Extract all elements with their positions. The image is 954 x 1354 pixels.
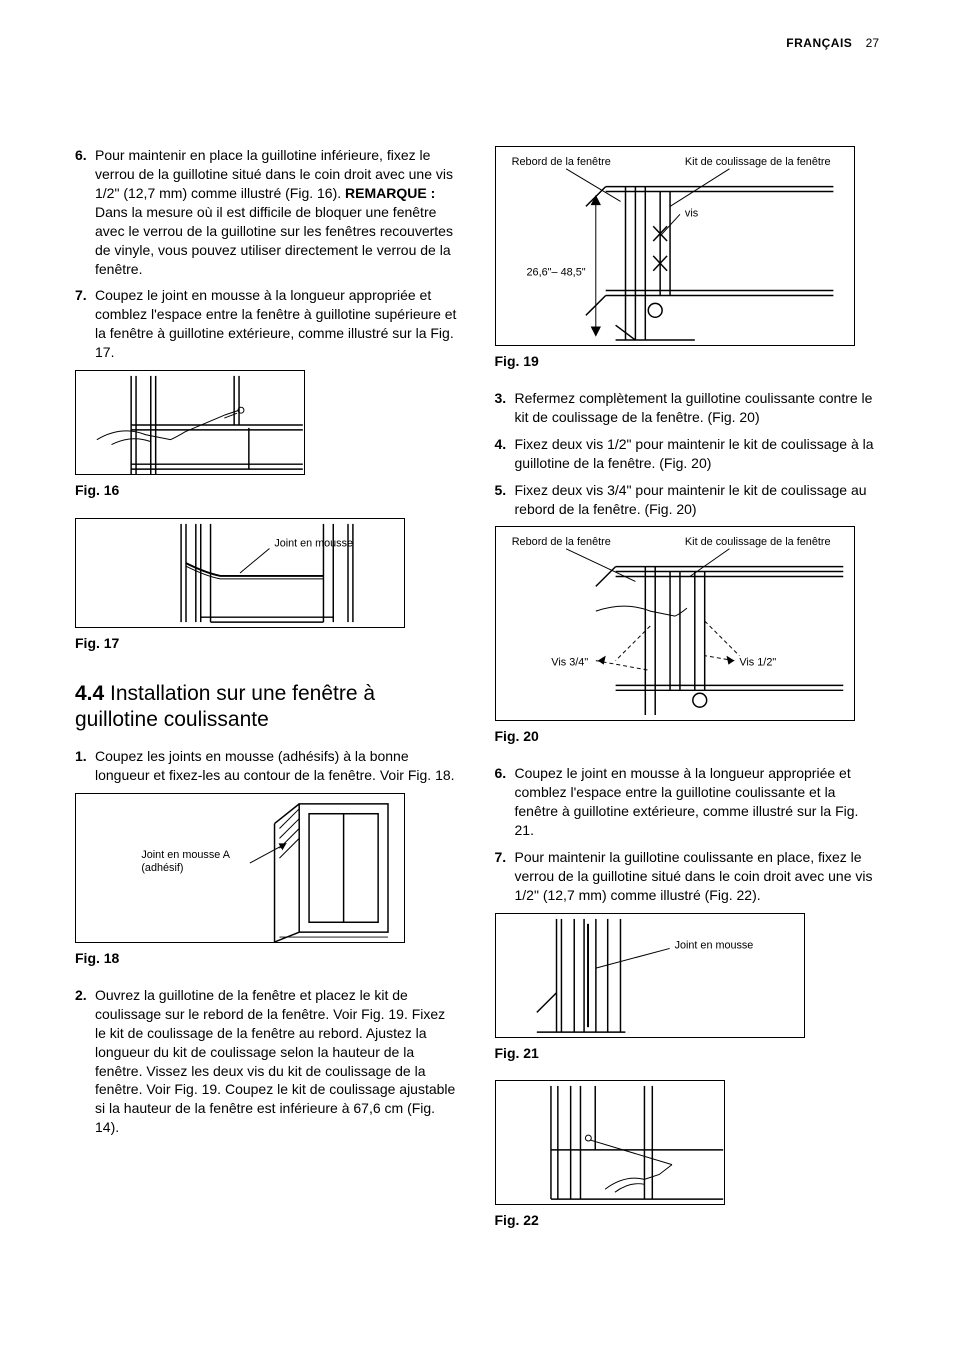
item-number: 6. (495, 764, 515, 840)
list-item: 3. Refermez complètement la guillotine c… (495, 389, 880, 427)
section-heading: 4.4 Installation sur une fenêtre à guill… (75, 681, 460, 734)
two-column-layout: 6. Pour maintenir en place la guillotine… (75, 146, 879, 1230)
figure-17-caption: Fig. 17 (75, 634, 460, 653)
figure-20-svg: Rebord de la fenêtre Kit de coulissage d… (495, 526, 855, 721)
item-text: Ouvrez la guillotine de la fenêtre et pl… (95, 986, 460, 1137)
item-number: 7. (75, 286, 95, 362)
right-list-2: 6. Coupez le joint en mousse à la longue… (495, 764, 880, 904)
item-number: 6. (75, 146, 95, 278)
figure-19-caption: Fig. 19 (495, 352, 880, 371)
figure-20-caption: Fig. 20 (495, 727, 880, 746)
right-column: Rebord de la fenêtre Kit de coulissage d… (495, 146, 880, 1230)
figure-22-svg (495, 1080, 725, 1205)
right-list-1: 3. Refermez complètement la guillotine c… (495, 389, 880, 518)
continuation-list: 6. Pour maintenir en place la guillotine… (75, 146, 460, 362)
list-item: 6. Pour maintenir en place la guillotine… (75, 146, 460, 278)
section-list: 1. Coupez les joints en mousse (adhésifs… (75, 747, 460, 785)
fig19-label-rebord: Rebord de la fenêtre (511, 156, 610, 168)
figure-22: Fig. 22 (495, 1080, 880, 1230)
item-number: 4. (495, 435, 515, 473)
figure-20: Rebord de la fenêtre Kit de coulissage d… (495, 526, 880, 746)
item-number: 7. (495, 848, 515, 905)
left-column: 6. Pour maintenir en place la guillotine… (75, 146, 460, 1230)
figure-16: Fig. 16 (75, 370, 460, 500)
figure-21-caption: Fig. 21 (495, 1044, 880, 1063)
item-text: Fixez deux vis 3/4" pour maintenir le ki… (515, 481, 880, 519)
item-number: 1. (75, 747, 95, 785)
page-header: FRANÇAIS 27 (75, 35, 879, 51)
fig19-label-kit: Kit de coulissage de la fenêtre (684, 156, 830, 168)
header-lang: FRANÇAIS (786, 36, 852, 50)
figure-21-svg: Joint en mousse (495, 913, 805, 1038)
figure-21: Joint en mousse Fig. 21 (495, 913, 880, 1063)
list-item: 1. Coupez les joints en mousse (adhésifs… (75, 747, 460, 785)
section-title: Installation sur une fenêtre à guillotin… (75, 682, 375, 731)
item-text: Coupez le joint en mousse à la longueur … (515, 764, 880, 840)
item-text: Pour maintenir la guillotine coulissante… (515, 848, 880, 905)
list-item: 7. Pour maintenir la guillotine coulissa… (495, 848, 880, 905)
section-number: 4.4 (75, 682, 104, 705)
list-item: 4. Fixez deux vis 1/2" pour maintenir le… (495, 435, 880, 473)
figure-18-svg: Joint en mousse A (adhésif) (75, 793, 405, 943)
figure-16-svg (75, 370, 305, 475)
figure-16-caption: Fig. 16 (75, 481, 460, 500)
figure-18-caption: Fig. 18 (75, 949, 460, 968)
item-text: Fixez deux vis 1/2" pour maintenir le ki… (515, 435, 880, 473)
item-text: Coupez les joints en mousse (adhésifs) à… (95, 747, 460, 785)
fig20-label-vis34: Vis 3/4" (551, 657, 588, 669)
section-list-cont: 2. Ouvrez la guillotine de la fenêtre et… (75, 986, 460, 1137)
figure-17: Joint en mousse Fig. 17 (75, 518, 460, 653)
header-page-number: 27 (866, 36, 879, 50)
list-item: 6. Coupez le joint en mousse à la longue… (495, 764, 880, 840)
remark-text: Dans la mesure où il est difficile de bl… (95, 204, 453, 277)
fig20-label-vis12: Vis 1/2" (739, 657, 776, 669)
item-text: Coupez le joint en mousse à la longueur … (95, 286, 460, 362)
fig17-label: Joint en mousse (274, 537, 353, 549)
item-text: Refermez complètement la guillotine coul… (515, 389, 880, 427)
item-text: Pour maintenir en place la guillotine in… (95, 146, 460, 278)
fig19-label-dim: 26,6"– 48,5" (526, 267, 585, 279)
fig19-label-vis: vis (684, 207, 698, 219)
remark-label: REMARQUE : (345, 185, 435, 201)
item-number: 2. (75, 986, 95, 1137)
item-number: 5. (495, 481, 515, 519)
figure-22-caption: Fig. 22 (495, 1211, 880, 1230)
list-item: 7. Coupez le joint en mousse à la longue… (75, 286, 460, 362)
item-number: 3. (495, 389, 515, 427)
fig21-label: Joint en mousse (674, 939, 753, 951)
figure-19: Rebord de la fenêtre Kit de coulissage d… (495, 146, 880, 371)
figure-17-svg: Joint en mousse (75, 518, 405, 628)
figure-19-svg: Rebord de la fenêtre Kit de coulissage d… (495, 146, 855, 346)
fig18-label-line2: (adhésif) (141, 862, 183, 874)
figure-18: Joint en mousse A (adhésif) Fig. 18 (75, 793, 460, 968)
fig20-label-kit: Kit de coulissage de la fenêtre (684, 536, 830, 548)
list-item: 2. Ouvrez la guillotine de la fenêtre et… (75, 986, 460, 1137)
list-item: 5. Fixez deux vis 3/4" pour maintenir le… (495, 481, 880, 519)
fig18-label-line1: Joint en mousse A (141, 849, 230, 861)
fig20-label-rebord: Rebord de la fenêtre (511, 536, 610, 548)
